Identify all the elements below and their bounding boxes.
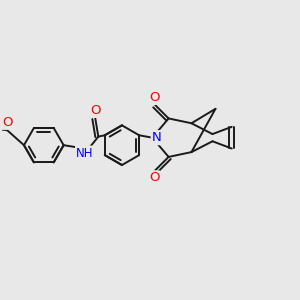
Text: O: O xyxy=(149,172,159,184)
Text: O: O xyxy=(90,104,101,117)
Text: N: N xyxy=(152,131,161,144)
Text: O: O xyxy=(149,91,159,104)
Text: NH: NH xyxy=(76,146,93,160)
Text: O: O xyxy=(2,116,12,129)
